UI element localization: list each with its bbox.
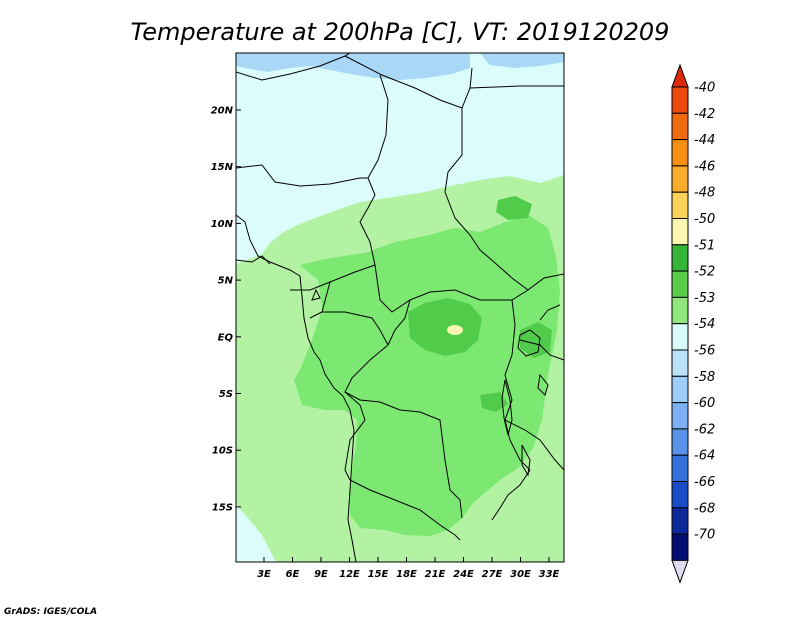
colorbar-label: -40 [694, 81, 715, 96]
colorbar-label: -51 [694, 238, 715, 253]
coastline-gulf [236, 255, 271, 265]
colorbar-label: -58 [694, 370, 715, 385]
lon-label: 18E [396, 569, 417, 580]
colorbar-swatch [671, 191, 689, 219]
lat-label: 15S [212, 502, 233, 513]
colorbar-arrow-bottom [671, 559, 689, 584]
map-frame [235, 52, 565, 563]
colorbar-label: -44 [694, 133, 715, 148]
lon-label: 30E [510, 569, 531, 580]
map-plot: 20N 15N 10N 5N EQ 5S 10S 15S 3E 6E 9E 12E 15E 18E 21E… [211, 52, 565, 580]
lon-axis: 3E 6E 9E 12E 15E 18E 21E 24E 27E 30E 33E [257, 557, 560, 580]
colorbar-arrow-top [671, 63, 689, 88]
lon-label: 27E [482, 569, 503, 580]
lat-label: 10N [211, 219, 234, 230]
colorbar-label: -42 [694, 107, 715, 122]
colorbar-label: -54 [694, 317, 715, 332]
colorbar-swatch [671, 533, 689, 561]
country-borders [236, 53, 564, 541]
map-title: Temperature at 200hPa [C], VT: 201912020… [131, 18, 670, 46]
colorbar: -40 -42 -44 -46 -48 -50 -51 -52 -53 -54 -56 -58 -60 -… [671, 63, 715, 584]
fill-level-52-core [408, 298, 482, 356]
colorbar-swatch [671, 481, 689, 509]
lon-label: 12E [339, 569, 360, 580]
colorbar-swatch [671, 507, 689, 535]
colorbar-label: -53 [694, 291, 715, 306]
lon-label: 9E [314, 569, 328, 580]
colorbar-label: -60 [694, 396, 715, 411]
colorbar-swatch [671, 402, 689, 430]
colorbar-swatch [671, 323, 689, 351]
lat-axis: 20N 15N 10N 5N EQ 5S 10S 15S [211, 106, 241, 513]
lon-label: 3E [257, 569, 271, 580]
fill-level-52-patch-c [480, 392, 508, 412]
lon-label: 15E [368, 569, 389, 580]
colorbar-swatch [671, 112, 689, 141]
fill-level-56 [236, 53, 470, 80]
coastline [236, 214, 357, 562]
colorbar-swatch [671, 86, 689, 114]
colorbar-swatch [671, 349, 689, 377]
lat-label: 5S [219, 389, 233, 400]
lat-label: 10S [212, 446, 233, 457]
colorbar-label: -68 [694, 501, 715, 516]
colorbar-swatch [671, 454, 689, 483]
lakes [311, 288, 549, 477]
colorbar-swatch [671, 270, 689, 298]
colorbar-label: -66 [694, 475, 715, 490]
colorbar-swatch [671, 139, 689, 167]
fill-level-54 [236, 53, 564, 264]
colorbar-label: -48 [694, 186, 715, 201]
credit-text: GrADS: IGES/COLA [4, 607, 97, 617]
colorbar-swatch [671, 375, 689, 404]
lat-label: 20N [211, 106, 234, 117]
lon-label: 24E [453, 569, 474, 580]
colorbar-swatch [671, 165, 689, 193]
fill-level-54-south [236, 505, 276, 562]
colorbar-swatch [671, 296, 689, 325]
lat-label: 5N [218, 276, 234, 287]
fill-level-52 [293, 216, 560, 536]
colorbar-label: -62 [694, 422, 715, 437]
colorbar-swatch [671, 244, 689, 272]
fill-level-56-east [480, 53, 564, 68]
lat-label: EQ [218, 332, 234, 343]
colorbar-swatch [671, 218, 689, 246]
lon-label: 6E [286, 569, 300, 580]
fill-level-51 [447, 325, 463, 335]
colorbar-label: -50 [694, 212, 715, 227]
colorbar-label: -46 [694, 159, 715, 174]
lon-label: 21E [425, 569, 446, 580]
colorbar-swatch [671, 428, 689, 456]
fill-level-52-patch-ne [496, 196, 532, 220]
colorbar-label: -56 [694, 344, 715, 359]
lon-label: 33E [539, 569, 560, 580]
lat-label: 15N [211, 162, 234, 173]
colorbar-label: -52 [694, 265, 715, 280]
colorbar-label: -70 [694, 528, 715, 543]
colorbar-label: -64 [694, 449, 715, 464]
